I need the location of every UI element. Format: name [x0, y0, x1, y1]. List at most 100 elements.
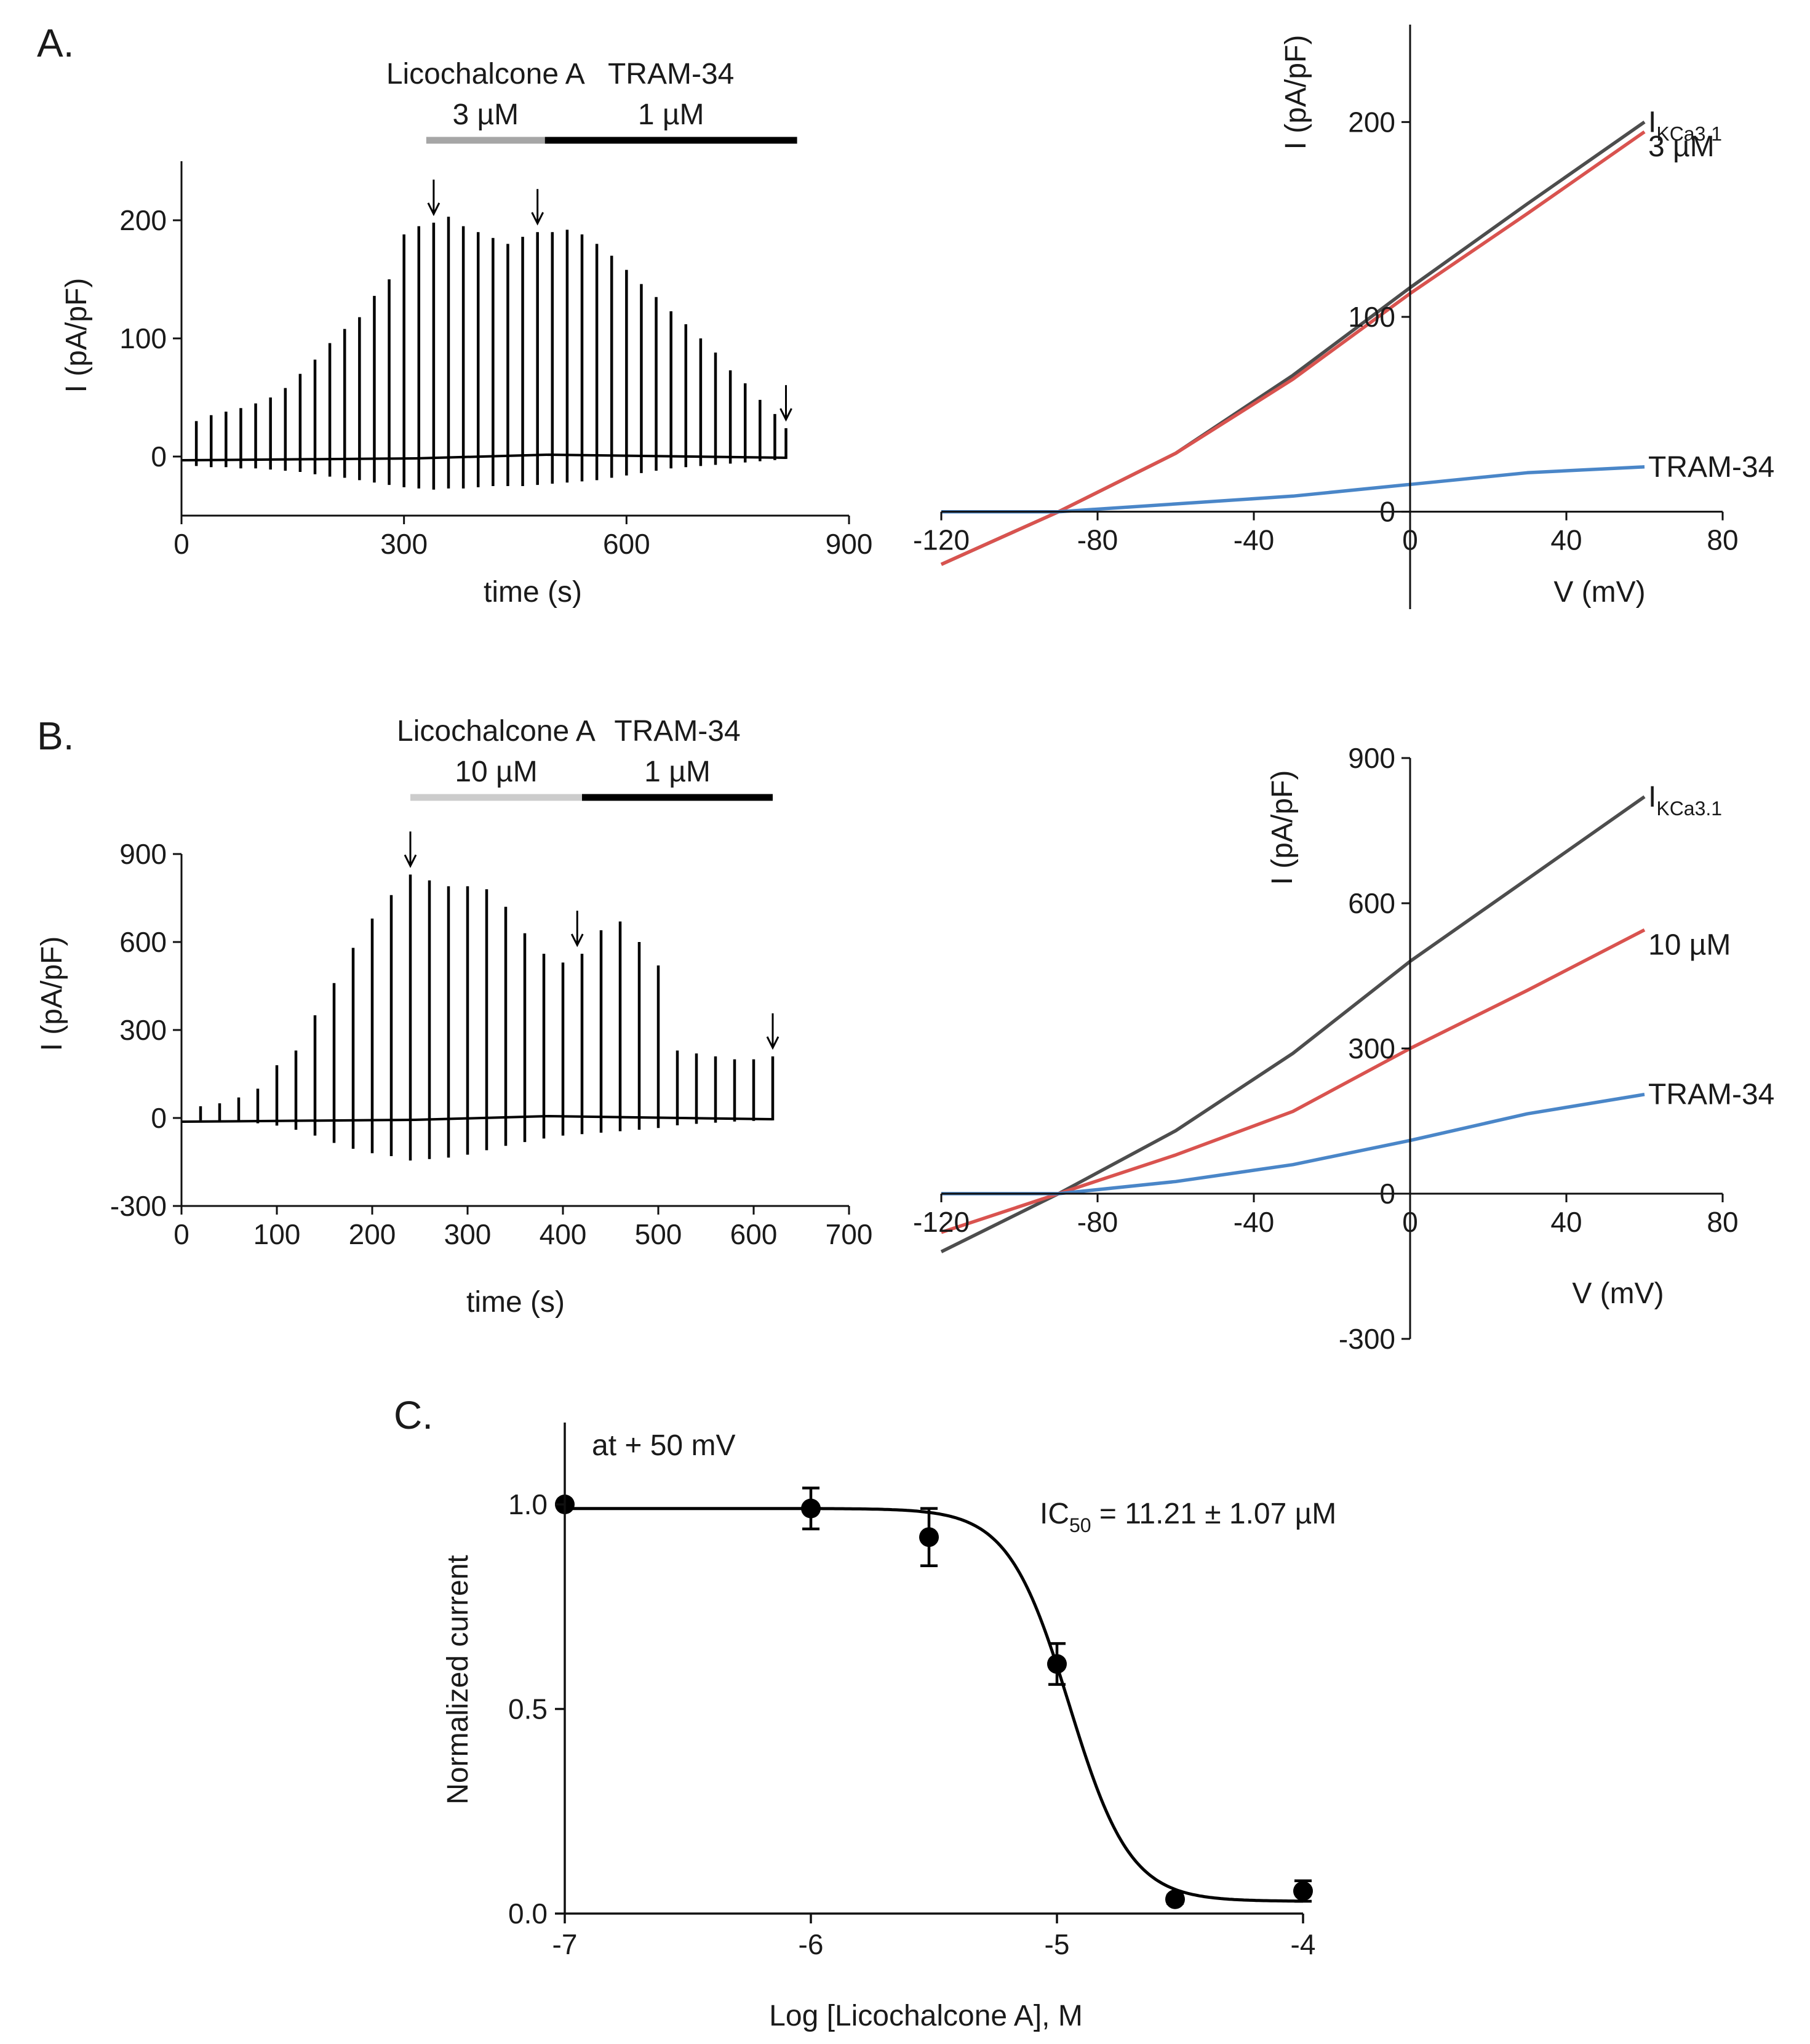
x-axis-title: V (mV) — [1553, 576, 1645, 609]
x-tick-label: -80 — [1077, 1206, 1118, 1238]
y-tick-label: 900 — [1348, 742, 1395, 774]
ic50-label-sub: 50 — [1069, 1514, 1091, 1536]
iv-series-label: TRAM-34 — [1648, 1079, 1774, 1111]
y-tick-label: 600 — [119, 926, 167, 958]
drug-name-label: Licochalcone A — [386, 58, 585, 90]
ic50-label-main: IC — [1040, 1498, 1069, 1530]
data-point — [801, 1498, 821, 1519]
y-tick-label: 1.0 — [508, 1488, 548, 1520]
drug-name-label: TRAM-34 — [608, 58, 734, 90]
sweep-arrow — [779, 385, 792, 422]
panel-b-iv-curve: -120 -80 -40 0 40 80 -300 0 300 600 900 IKCa3.1 10 … — [913, 742, 1774, 1355]
x-tick-label: 600 — [603, 528, 650, 560]
x-tick-label: 700 — [826, 1218, 873, 1250]
y-tick-label: 0 — [1379, 496, 1395, 528]
x-tick-label: 400 — [540, 1218, 587, 1250]
x-tick-label: -80 — [1077, 524, 1118, 556]
panel-c-dose-response: C. -7 -6 -5 -4 0.0 0.5 1.0 at + 50 mV IC50 = 1… — [394, 1393, 1336, 2032]
y-axis-title: I (pA/pF) — [60, 278, 93, 393]
iv-series-label-main: TRAM-34 — [1648, 1079, 1774, 1111]
data-point — [1293, 1881, 1313, 1901]
drug-name-label: Licochalcone A — [397, 715, 596, 748]
x-tick-label: 0 — [173, 1218, 189, 1250]
panel-a-time-course: A. Licochalcone A 3 µM TRAM-34 1 µM 0 300 600… — [37, 21, 872, 609]
iv-trace — [941, 928, 1646, 1234]
x-tick-label: -7 — [552, 1928, 578, 1960]
x-tick-label: -4 — [1291, 1928, 1316, 1960]
y-tick-label: 100 — [119, 322, 167, 354]
y-tick-label: 0 — [151, 441, 167, 473]
y-tick-label: 0.5 — [508, 1693, 548, 1725]
x-axis-title: time (s) — [466, 1286, 565, 1319]
y-axis-title: I (pA/pF) — [36, 936, 68, 1052]
x-tick-label: -120 — [913, 524, 970, 556]
iv-series-label: 3 µM — [1648, 130, 1715, 163]
iv-series-label-sub: KCa3.1 — [1656, 797, 1722, 820]
baseline-trace — [181, 453, 786, 461]
iv-series-label: IKCa3.1 — [1648, 106, 1722, 145]
iv-series-label-main: I — [1648, 106, 1656, 138]
iv-series-label-sub: KCa3.1 — [1656, 122, 1722, 145]
drug-concentration-label: 3 µM — [452, 98, 519, 131]
iv-series-label: TRAM-34 — [1648, 451, 1774, 484]
drug-concentration-label: 1 µM — [638, 98, 704, 131]
sweep-arrow — [766, 1013, 779, 1050]
x-tick-label: 300 — [444, 1218, 492, 1250]
data-point — [1165, 1889, 1185, 1909]
x-tick-label: 300 — [380, 528, 428, 560]
sweep-arrow — [531, 189, 544, 226]
y-tick-label: 0.0 — [508, 1898, 548, 1930]
x-axis-title: Log [Licochalcone A], M — [769, 2000, 1083, 2032]
y-tick-label: 600 — [1348, 887, 1395, 919]
iv-series-label-main: I — [1648, 781, 1656, 813]
x-tick-label: 40 — [1550, 524, 1582, 556]
ic50-label-rest: = 11.21 ± 1.07 µM — [1091, 1498, 1337, 1530]
baseline-trace — [181, 1114, 773, 1123]
y-tick-label: 200 — [1348, 106, 1395, 138]
y-tick-label: 0 — [151, 1102, 167, 1134]
x-tick-label: 0 — [1402, 524, 1418, 556]
y-tick-label: 300 — [1348, 1032, 1395, 1064]
sweep-arrow — [404, 831, 417, 868]
y-tick-label: 100 — [1348, 301, 1395, 333]
x-axis-title: time (s) — [484, 576, 582, 609]
y-tick-label: 900 — [119, 838, 167, 870]
x-tick-label: 100 — [253, 1218, 301, 1250]
x-tick-label: 80 — [1707, 524, 1738, 556]
panel-b-time-course: B. Licochalcone A 10 µM TRAM-34 1 µM 0 100 20… — [36, 714, 872, 1319]
x-axis-title: V (mV) — [1572, 1277, 1664, 1310]
drug-concentration-label: 1 µM — [644, 756, 711, 788]
iv-series-label: 10 µM — [1648, 928, 1731, 961]
data-point — [919, 1527, 939, 1547]
iv-series-label-main: 10 µM — [1648, 928, 1731, 961]
y-tick-label: -300 — [110, 1190, 167, 1222]
x-tick-label: -40 — [1234, 524, 1274, 556]
x-tick-label: -120 — [913, 1206, 970, 1238]
x-tick-label: 900 — [826, 528, 873, 560]
drug-concentration-label: 10 µM — [455, 756, 537, 788]
x-tick-label: 80 — [1707, 1206, 1738, 1238]
sweep-arrow — [427, 179, 441, 217]
y-tick-label: 0 — [1379, 1178, 1395, 1210]
sweep-arrow — [570, 911, 584, 948]
hill-fit-curve — [565, 1507, 1303, 1903]
y-axis-title: I (pA/pF) — [1266, 770, 1299, 885]
x-tick-label: -40 — [1234, 1206, 1274, 1238]
ic50-annotation: IC50 = 11.21 ± 1.07 µM — [1040, 1498, 1336, 1536]
x-tick-label: -5 — [1045, 1928, 1070, 1960]
y-tick-label: 300 — [119, 1014, 167, 1046]
drug-name-label: TRAM-34 — [614, 715, 740, 748]
x-tick-label: 200 — [349, 1218, 396, 1250]
panel-label-a: A. — [37, 21, 74, 65]
iv-series-label-main: 3 µM — [1648, 130, 1715, 163]
iv-trace — [941, 465, 1645, 514]
iv-trace — [941, 1092, 1645, 1196]
data-point — [1047, 1654, 1067, 1674]
panel-label-b: B. — [37, 714, 74, 758]
panel-a-iv-curve: -120 -80 -40 0 40 80 0 100 200 IKCa3.13 µM TRAM-3… — [913, 25, 1774, 609]
iv-trace — [940, 121, 1646, 566]
y-tick-label: -300 — [1339, 1323, 1395, 1355]
y-axis-title: I (pA/pF) — [1280, 35, 1312, 150]
x-tick-label: 40 — [1550, 1206, 1582, 1238]
